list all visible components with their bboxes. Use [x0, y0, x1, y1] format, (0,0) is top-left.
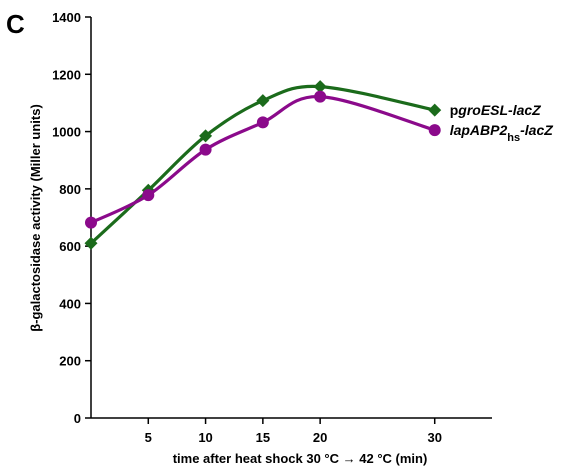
y-ticks: 0 200 400 600 800 1000 1200 1400	[52, 10, 91, 426]
x-axis-title: time after heat shock 30 °C → 42 °C (min…	[173, 451, 428, 466]
legend-label-2: lapABP2hs-lacZ	[450, 122, 554, 144]
y-tick-label: 200	[59, 354, 81, 369]
axes	[90, 17, 492, 419]
x-tick-label: 5	[145, 430, 152, 445]
data-point-circle	[256, 116, 269, 129]
legend-label-1: pgroESL-lacZ	[450, 102, 541, 118]
legend: pgroESL-lacZ lapABP2hs-lacZ	[450, 102, 554, 144]
data-point-circle	[85, 216, 97, 229]
x-tick-label: 20	[313, 430, 327, 445]
data-point-diamond	[199, 129, 213, 143]
data-point-circle	[314, 90, 327, 103]
x-tick-label: 15	[256, 430, 270, 445]
y-tick-label: 800	[59, 182, 81, 197]
y-tick-label: 0	[74, 411, 81, 426]
y-tick-label: 600	[59, 239, 81, 254]
data-point-diamond	[256, 94, 270, 108]
y-tick-label: 1400	[52, 10, 81, 25]
data-point-circle	[142, 189, 155, 202]
y-tick-label: 1200	[52, 67, 81, 82]
y-tick-label: 400	[59, 296, 81, 311]
series-group	[84, 80, 442, 250]
x-tick-label: 10	[198, 430, 212, 445]
data-point-diamond	[313, 80, 327, 94]
y-axis-title: β-galactosidase activity (Miller units)	[28, 104, 43, 332]
series-line-2	[90, 95, 436, 225]
data-point-circle	[199, 143, 212, 156]
data-point-diamond	[84, 236, 98, 250]
series-line-1	[89, 84, 436, 245]
data-point-diamond	[428, 103, 442, 117]
data-point-circle	[428, 124, 441, 137]
x-ticks: 5 10 15 20 30	[145, 418, 442, 445]
panel-label: C	[6, 9, 25, 39]
x-tick-label: 30	[427, 430, 441, 445]
y-tick-label: 1000	[52, 125, 81, 140]
